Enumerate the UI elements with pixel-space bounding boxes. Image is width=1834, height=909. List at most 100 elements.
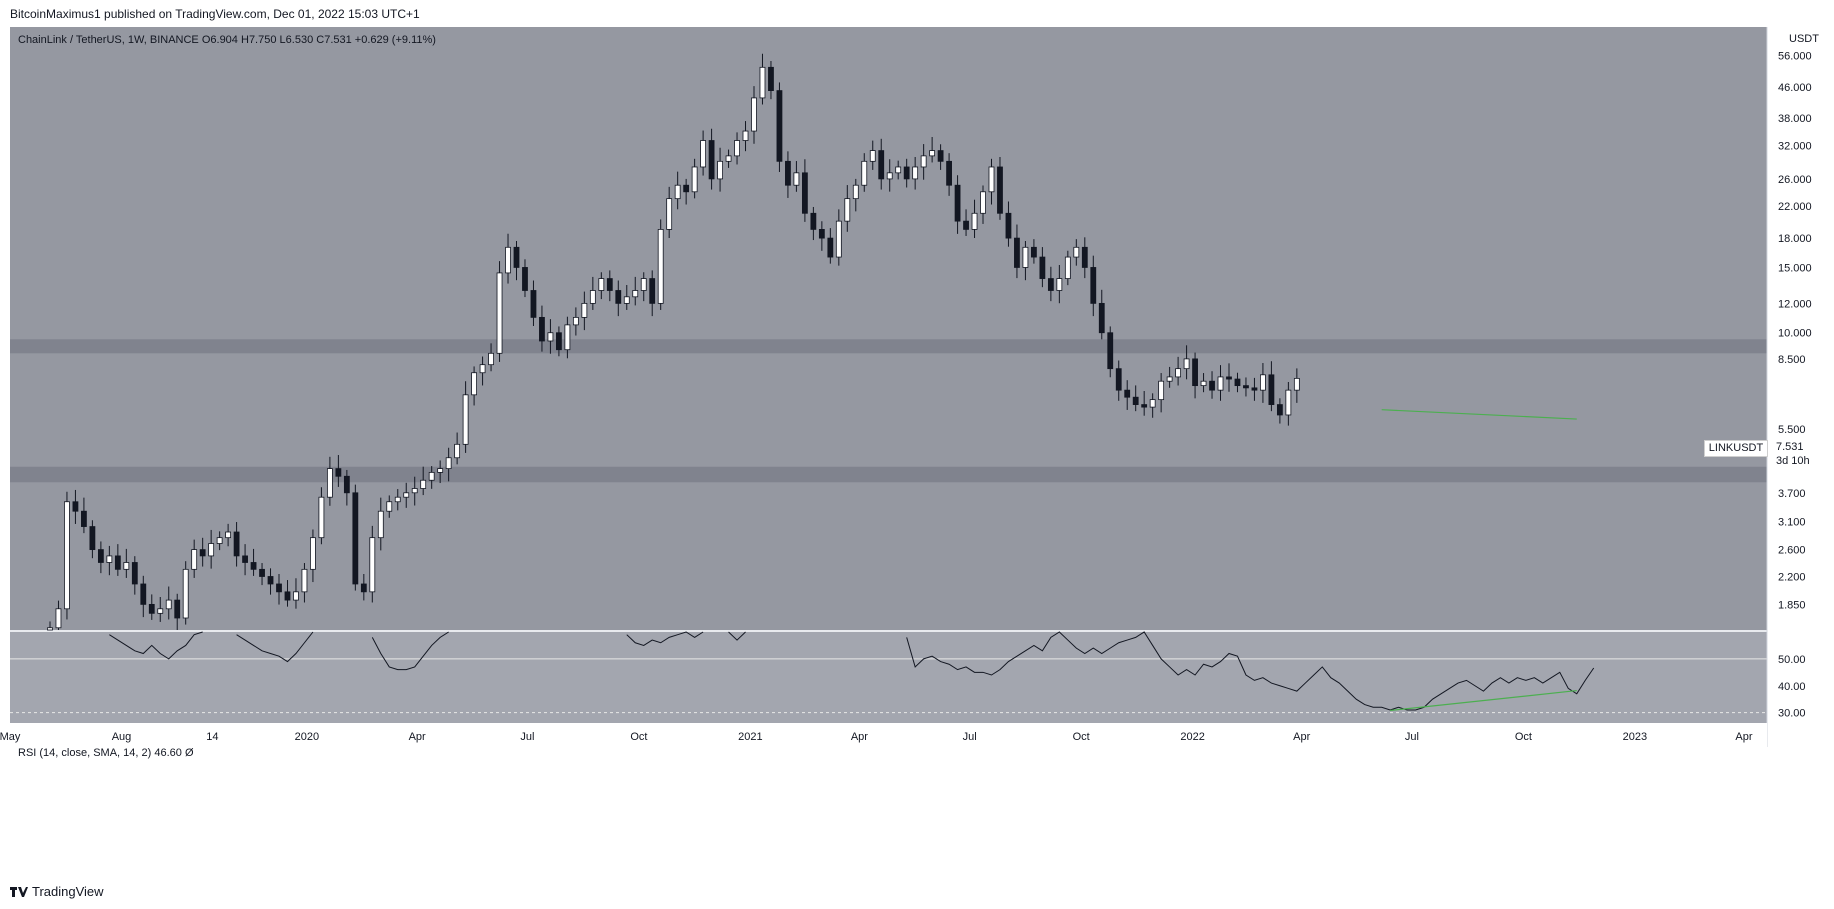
candle-body — [310, 537, 316, 570]
candle-up — [386, 495, 393, 518]
rsi-line — [236, 631, 314, 663]
price-axis[interactable] — [1767, 27, 1834, 747]
candle-down — [131, 556, 138, 595]
rsi-trendline[interactable] — [1390, 689, 1577, 712]
candle-up — [293, 578, 299, 609]
candle-up — [912, 156, 919, 190]
time-tick-label: Oct — [630, 731, 647, 743]
candle-body — [1149, 399, 1156, 408]
candle-body — [988, 166, 995, 193]
candle-down — [606, 270, 613, 302]
candle-up — [1217, 365, 1224, 401]
candle-body — [1031, 246, 1037, 258]
candle-down — [352, 484, 359, 591]
candle-body — [929, 150, 936, 157]
candle-up — [1064, 250, 1071, 286]
candle-down — [1132, 385, 1139, 412]
price-tick-label: 2.200 — [1778, 571, 1806, 583]
candle-up — [445, 447, 452, 482]
candle-body — [1081, 246, 1088, 268]
candle-up — [793, 161, 800, 192]
candle-down — [683, 178, 690, 205]
candle-down — [946, 153, 952, 196]
countdown: 3d 10h — [1776, 455, 1810, 467]
candle-up — [869, 140, 876, 170]
candle-body — [1175, 368, 1182, 378]
legend-high-label: H — [240, 34, 249, 46]
candle-body — [140, 583, 147, 605]
candle-up — [377, 497, 384, 551]
time-tick-label: Apr — [851, 731, 868, 743]
candle-up — [895, 160, 902, 180]
candle-down — [556, 326, 562, 357]
rsi-line — [728, 631, 746, 641]
candle-up — [623, 285, 630, 310]
rsi-label[interactable]: RSI (14, close, SMA, 14, 2) — [18, 747, 152, 759]
candle-body — [293, 591, 299, 601]
candle-body — [785, 160, 791, 186]
candle-body — [912, 166, 919, 180]
chart-svg[interactable]: USDT 56.000 46.000 38.000 32.000 26.000 22.000… — [0, 27, 1834, 873]
candle-body — [352, 492, 359, 585]
candle-up — [182, 561, 189, 625]
candle-body — [827, 237, 834, 258]
candle-down — [878, 138, 885, 190]
candle-down — [284, 580, 291, 607]
chart-frame[interactable]: USDT 56.000 46.000 38.000 32.000 26.000 22.000… — [0, 27, 1834, 873]
rsi-value: 46.60 — [154, 747, 182, 759]
candle-up — [572, 307, 579, 336]
candle-body — [250, 562, 257, 570]
candle-down — [72, 489, 79, 524]
candle-body — [818, 229, 825, 239]
candle-body — [131, 562, 138, 585]
candle-body — [81, 510, 87, 527]
tradingview-logo[interactable]: TradingView — [10, 884, 104, 899]
candle-up — [861, 153, 868, 192]
candle-body — [878, 150, 885, 180]
legend-close-label: C — [316, 34, 325, 46]
candle-up — [742, 121, 749, 152]
candle-up — [411, 476, 418, 506]
candle-up — [929, 137, 936, 163]
candle-body — [564, 324, 571, 351]
price-tick-label: 18.000 — [1778, 233, 1812, 245]
price-tick-label: 26.000 — [1778, 174, 1812, 186]
legend-open: 6.904 — [210, 34, 238, 46]
candle-body — [530, 290, 537, 318]
candle-body — [717, 160, 723, 180]
price-trendline[interactable] — [1381, 409, 1577, 420]
candle-down — [242, 544, 248, 576]
candle-down — [250, 548, 257, 576]
candle-body — [318, 496, 325, 539]
candle-body — [674, 184, 681, 200]
candle-body — [267, 576, 274, 585]
candle-down — [776, 82, 783, 172]
candle-body — [768, 66, 774, 91]
candle-up — [326, 456, 333, 506]
rsi-pane[interactable] — [10, 632, 1767, 723]
last-price: 7.531 — [1776, 441, 1804, 453]
candle-down — [1226, 363, 1232, 392]
symbol-legend[interactable]: ChainLink / TetherUS, 1W, BINANCE O6.904… — [18, 34, 436, 46]
candle-down — [1047, 266, 1054, 302]
candle-body — [1251, 387, 1258, 391]
price-tick-label: 22.000 — [1778, 201, 1812, 213]
candle-down — [810, 206, 817, 241]
candle-body — [1141, 404, 1148, 408]
symbol-name[interactable]: ChainLink / TetherUS, 1W, BINANCE — [18, 34, 199, 46]
candle-up — [208, 529, 215, 569]
candle-up — [1200, 373, 1207, 393]
price-pane[interactable] — [10, 27, 1767, 630]
candle-body — [886, 172, 893, 180]
candle-body — [1047, 278, 1054, 291]
candle-down — [1098, 289, 1105, 340]
candle-body — [895, 166, 902, 174]
candle-body — [963, 220, 969, 230]
time-axis[interactable] — [0, 723, 1767, 747]
candle-body — [462, 394, 469, 445]
candle-body — [471, 372, 477, 396]
candle-body — [1107, 332, 1114, 370]
candle-body — [539, 316, 545, 342]
candle-up — [106, 545, 113, 576]
rsi-legend[interactable]: RSI (14, close, SMA, 14, 2) 46.60 Ø — [18, 747, 194, 759]
